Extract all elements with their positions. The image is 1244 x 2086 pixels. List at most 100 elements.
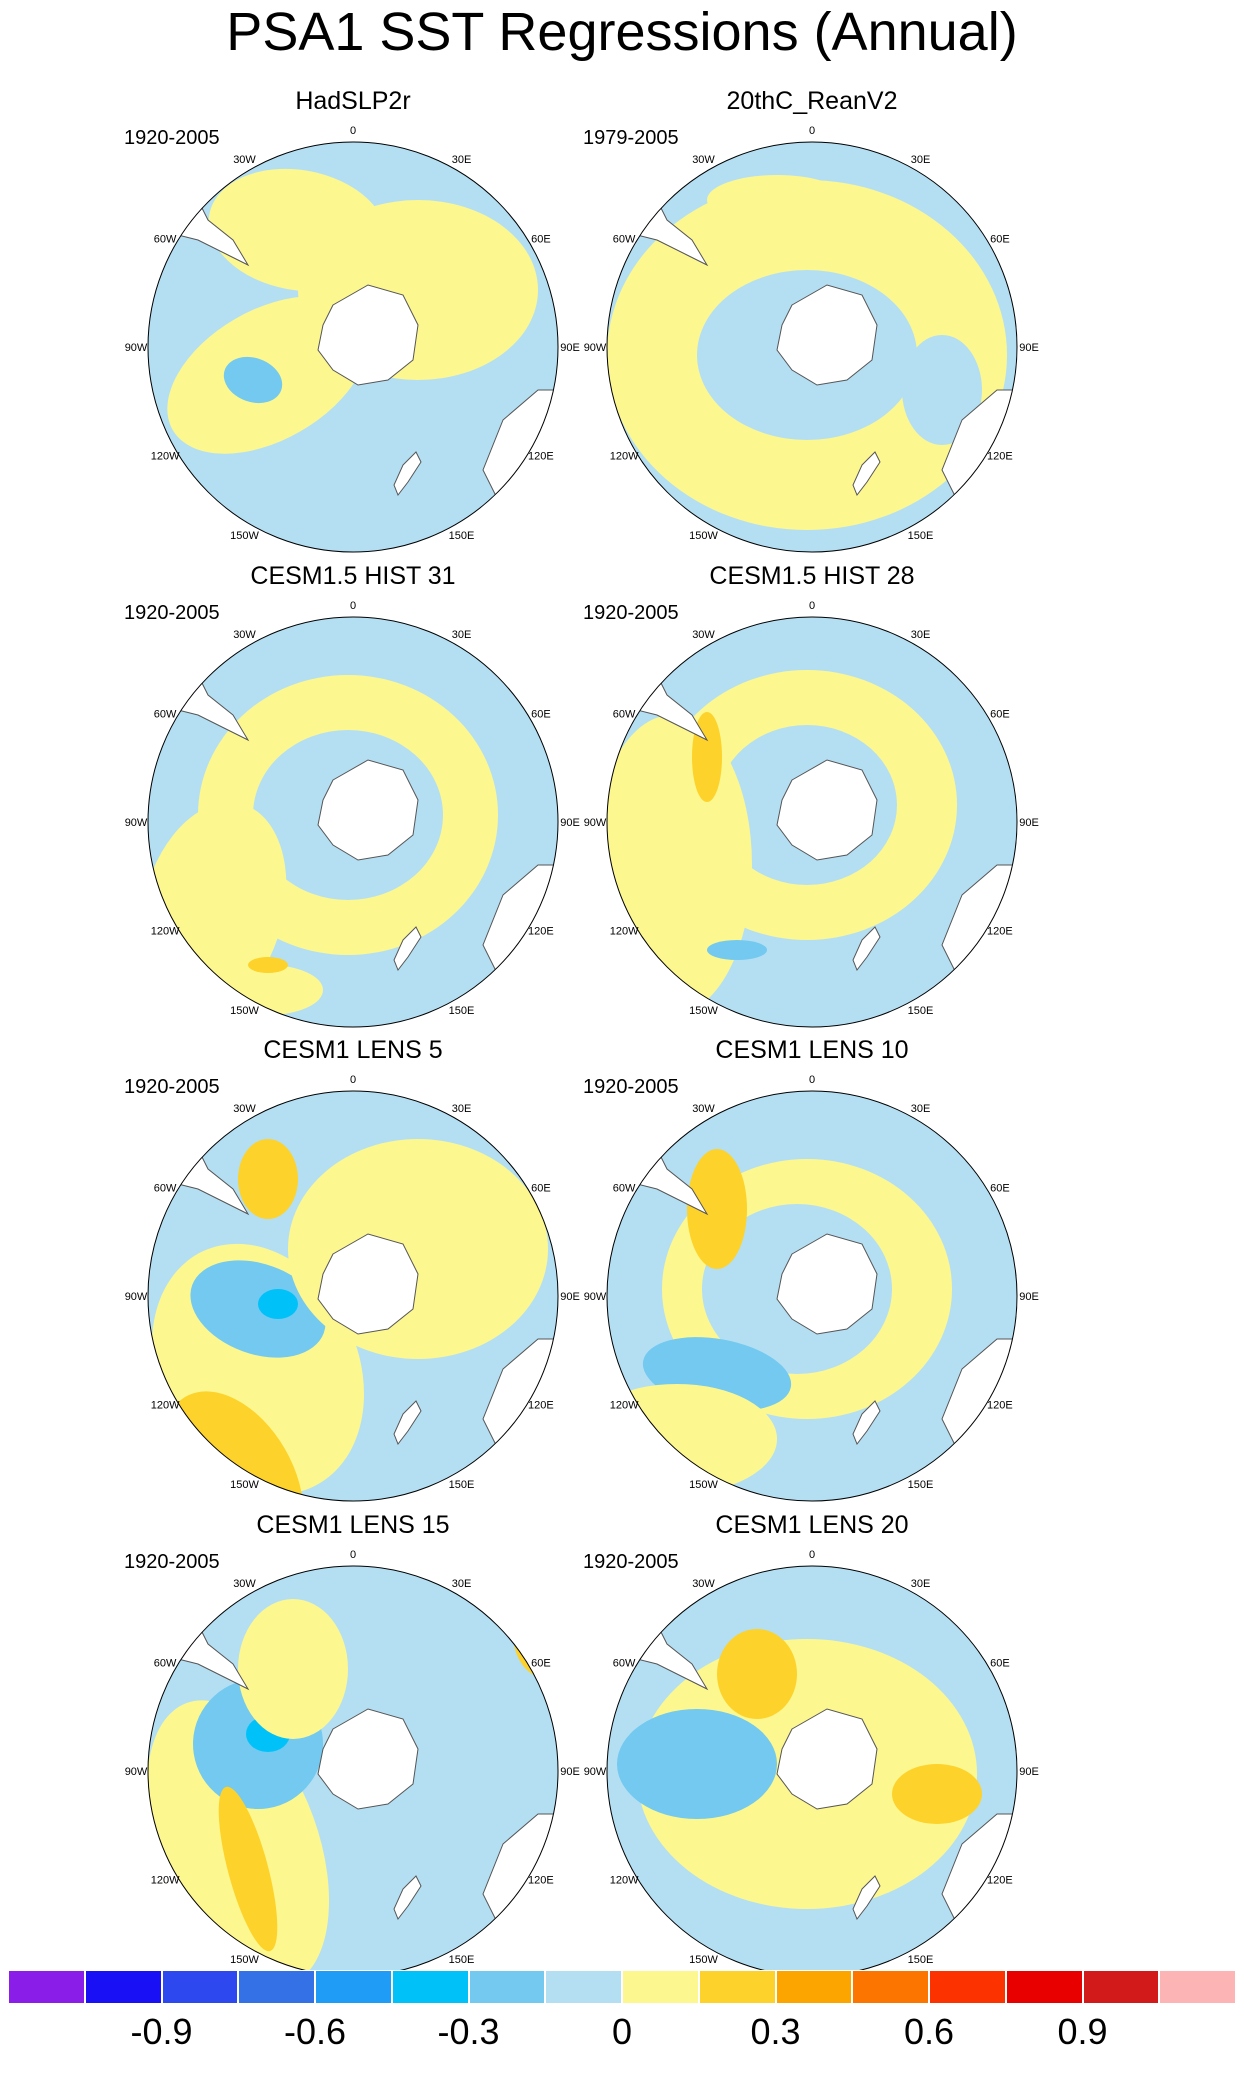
longitude-label: 120W [610, 451, 639, 463]
longitude-label: 60E [531, 1658, 551, 1670]
panel-period: 1920-2005 [124, 1551, 220, 1573]
map-panel: HadSLP2r 1920-2005 0 30E 60E 90E 120E 150E 180 15… [118, 87, 588, 560]
colorbar-tick-label: -0.9 [130, 2011, 193, 2052]
longitude-label: 60E [531, 709, 551, 721]
longitude-label: 60W [613, 1183, 636, 1195]
longitude-label: 120W [151, 926, 180, 938]
longitude-label: 60W [613, 234, 636, 246]
map-panel: CESM1.5 HIST 31 1920-2005 0 30E 60E 90E 120E 15… [118, 562, 588, 1035]
longitude-label: 90E [560, 342, 580, 354]
polar-map: 030E60E90E120E150E180150W120W90W60W30W [584, 1074, 1039, 1509]
longitude-label: 90W [125, 1766, 148, 1778]
panel-title: CESM1.5 HIST 28 [709, 562, 915, 590]
colorbar [8, 1970, 1236, 2004]
panel-period: 1920-2005 [124, 127, 220, 149]
longitude-label: 150E [908, 530, 934, 542]
landmass-antarctica [776, 759, 878, 861]
longitude-label: 30W [692, 154, 715, 166]
longitude-label: 0 [809, 1549, 815, 1561]
longitude-label: 30W [692, 1103, 715, 1115]
colorbar-swatch [852, 1970, 929, 2004]
colorbar-tick-label: 0.3 [750, 2011, 801, 2052]
anomaly-region [707, 940, 767, 960]
panel-period: 1920-2005 [124, 602, 220, 624]
anomaly-region [607, 715, 752, 1015]
longitude-label: 120W [151, 451, 180, 463]
anomaly-region [687, 1149, 747, 1269]
map-panel: CESM1 LENS 15 1920-2005 0 30E 60E 90E 120E 150E… [118, 1511, 588, 1984]
anomaly-region [892, 1764, 982, 1824]
landmass-new-zealand [852, 1400, 881, 1446]
panel-title: CESM1 LENS 5 [263, 1036, 443, 1064]
longitude-label: 150E [908, 1005, 934, 1017]
map-panel: 20thC_ReanV2 1979-2005 0 30E 60E 90E 120E 150E 1… [577, 87, 1047, 560]
anomaly-region [238, 1139, 298, 1219]
panel-period: 1920-2005 [124, 1076, 220, 1098]
polar-map: 030E60E90E120E150E180150W120W90W60W30W [125, 1074, 580, 1509]
landmass-antarctica [317, 759, 419, 861]
panel-period: 1920-2005 [583, 602, 679, 624]
longitude-label: 30W [233, 629, 256, 641]
colorbar-swatch [775, 1970, 853, 2004]
landmass-antarctica [776, 1708, 878, 1810]
longitude-label: 90W [584, 1766, 607, 1778]
longitude-label: 60W [154, 1183, 177, 1195]
longitude-label: 60E [990, 1183, 1010, 1195]
longitude-label: 90W [584, 817, 607, 829]
anomaly-region [617, 1709, 777, 1819]
colorbar-swatch [545, 1970, 622, 2004]
longitude-label: 180 [803, 559, 821, 560]
longitude-label: 90W [125, 817, 148, 829]
polar-map: 030E60E90E120E150E180150W120W90W60W30W [584, 125, 1039, 560]
map-panel: CESM1 LENS 20 1920-2005 0 30E 60E 90E 120E 150E… [577, 1511, 1047, 1984]
longitude-label: 150W [689, 1005, 718, 1017]
longitude-label: 30E [452, 1578, 472, 1590]
longitude-label: 90E [560, 1766, 580, 1778]
longitude-label: 90E [1019, 342, 1039, 354]
longitude-label: 30W [233, 1103, 256, 1115]
landmass-new-zealand [852, 1875, 881, 1921]
longitude-label: 120E [987, 1400, 1013, 1412]
colorbar-tick-label: -0.6 [283, 2011, 347, 2052]
panel-period: 1920-2005 [583, 1076, 679, 1098]
longitude-label: 150W [230, 1954, 259, 1966]
longitude-label: 60W [154, 709, 177, 721]
longitude-label: 60W [154, 1658, 177, 1670]
longitude-label: 90W [125, 1291, 148, 1303]
longitude-label: 0 [350, 1074, 356, 1086]
map-panel: CESM1 LENS 5 1920-2005 0 30E 60E 90E 120E 150E 1… [118, 1036, 588, 1509]
anomaly-region [248, 957, 288, 973]
figure-title: PSA1 SST Regressions (Annual) [226, 2, 1018, 62]
longitude-label: 60E [990, 709, 1010, 721]
longitude-label: 60E [990, 234, 1010, 246]
colorbar-swatch [391, 1970, 469, 2004]
longitude-label: 0 [350, 1549, 356, 1561]
colorbar-tick-label: -0.3 [437, 2011, 500, 2052]
anomaly-region [288, 1139, 548, 1359]
map-boundary [606, 616, 1018, 1028]
polar-map: 030E60E90E120E150E180150W120W90W60W30W [125, 600, 580, 1035]
anomaly-region [258, 1289, 298, 1319]
colorbar-swatch [84, 1970, 162, 2004]
longitude-label: 150E [449, 530, 475, 542]
anomaly-region [717, 1629, 797, 1719]
longitude-label: 150W [230, 1005, 259, 1017]
colorbar-swatch [929, 1970, 1006, 2004]
anomaly-region [238, 1599, 348, 1739]
colorbar-tick-label: 0 [611, 2011, 633, 2052]
longitude-label: 30E [911, 1103, 931, 1115]
polar-map: 030E60E90E120E150E180150W120W90W60W30W [584, 1549, 1039, 1984]
panel-title: 20thC_ReanV2 [726, 87, 898, 115]
polar-map: 030E60E90E120E150E180150W120W90W60W30W [125, 1549, 580, 1984]
panel-title: HadSLP2r [295, 87, 411, 115]
map-panel: CESM1 LENS 10 1920-2005 0 30E 60E 90E 120E 150E… [577, 1036, 1047, 1509]
colorbar-swatch [1159, 1970, 1236, 2004]
longitude-label: 150E [908, 1479, 934, 1491]
longitude-label: 120E [528, 1400, 554, 1412]
landmass-new-zealand [852, 926, 881, 972]
longitude-label: 30W [692, 629, 715, 641]
longitude-label: 150W [230, 1479, 259, 1491]
panel-period: 1979-2005 [583, 127, 679, 149]
longitude-label: 30E [911, 1578, 931, 1590]
anomaly-region [190, 1260, 326, 1358]
